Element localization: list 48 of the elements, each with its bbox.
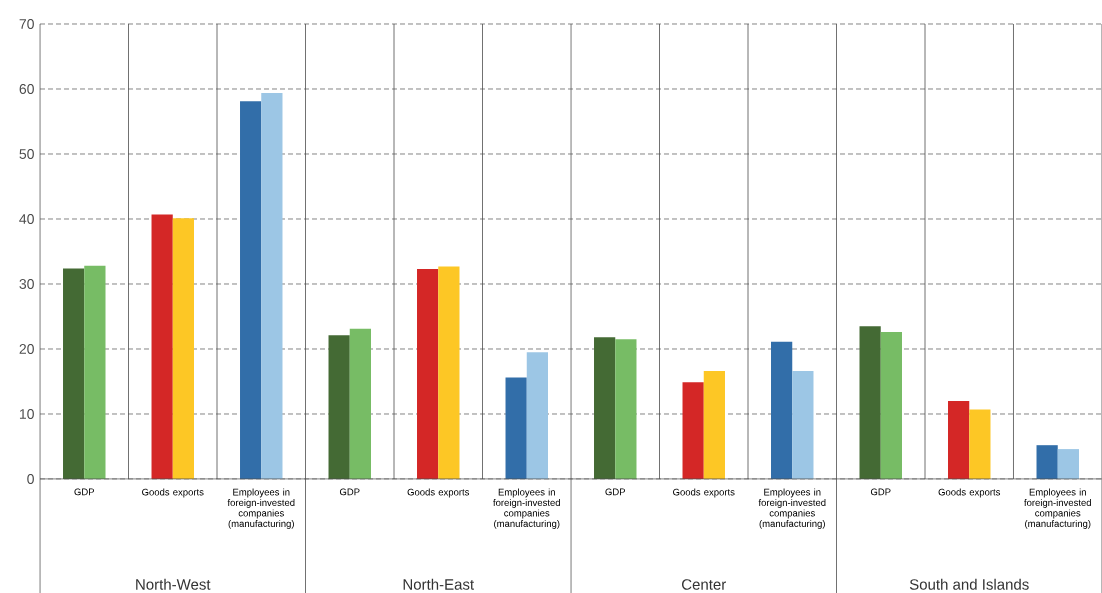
- text: South and Islands: [909, 578, 1029, 590]
- y-tick-label: 0: [27, 474, 34, 484]
- bar: [151, 214, 173, 479]
- bar: [615, 339, 637, 479]
- text: North-West: [136, 578, 211, 590]
- bar: [349, 328, 371, 479]
- bar: [1057, 449, 1079, 479]
- y-tick-label: 30: [19, 279, 34, 289]
- x-tick-label: Employees in foreign-invested companies (manufacturing): [493, 488, 560, 529]
- y-tick-label: 40: [19, 214, 34, 224]
- text: North-East: [403, 578, 474, 590]
- bar: [172, 218, 194, 479]
- y-tick-label: 10: [19, 409, 34, 419]
- bar: [63, 268, 85, 479]
- bar: [682, 382, 704, 479]
- x-tick-label: GDP: [74, 488, 95, 496]
- text: Center: [682, 579, 726, 590]
- bar: [328, 335, 350, 479]
- bar: [84, 265, 106, 479]
- x-tick-label: Employees in foreign-invested companies (manufacturing): [758, 488, 826, 529]
- x-tick-label: GDP: [339, 488, 360, 496]
- x-tick-label: Employees in foreign-invested companies (manufacturing): [227, 488, 295, 529]
- bar: [792, 371, 814, 479]
- x-tick-label: Goods exports: [938, 488, 1001, 498]
- y-tick-label: 70: [19, 19, 34, 29]
- bar: [880, 332, 902, 479]
- bar: [505, 377, 527, 479]
- bar: [703, 371, 725, 479]
- x-tick-label: GDP: [605, 488, 626, 496]
- bar: [417, 269, 439, 479]
- bar: [240, 101, 262, 479]
- bar: [948, 400, 970, 479]
- bar: [526, 352, 548, 479]
- bar: [261, 92, 283, 479]
- bar: [969, 409, 991, 479]
- y-tick-label: 50: [19, 149, 34, 159]
- x-tick-label: Goods exports: [407, 488, 470, 498]
- y-tick-label: 60: [19, 84, 34, 94]
- bar: [1036, 445, 1058, 479]
- x-tick-label: Goods exports: [142, 488, 204, 498]
- bar: [859, 326, 881, 479]
- x-tick-label: Goods exports: [673, 488, 735, 498]
- bar: [594, 337, 616, 479]
- y-tick-label: 20: [19, 344, 34, 354]
- x-tick-label: Employees in foreign-invested companies (manufacturing): [1024, 488, 1091, 529]
- bar: [771, 341, 793, 479]
- bar: [438, 266, 460, 479]
- x-tick-label: GDP: [870, 488, 891, 496]
